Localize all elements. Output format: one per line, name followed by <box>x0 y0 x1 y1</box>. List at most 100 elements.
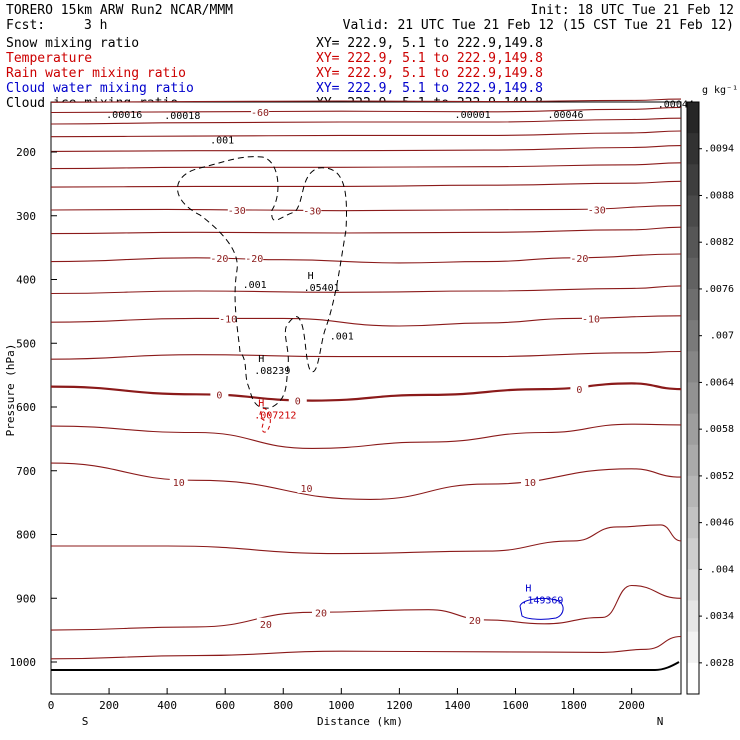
temperature-contour-line <box>50 98 682 103</box>
legend-field-name: Temperature <box>6 51 92 66</box>
high-value: .007212 <box>254 410 296 421</box>
colorbar-label: .0094 <box>704 144 734 155</box>
colorbar-swatch <box>687 320 699 352</box>
x-tick-label: 600 <box>215 699 235 712</box>
colorbar-swatch <box>687 662 699 695</box>
colorbar-swatch <box>687 538 699 570</box>
legend-field-name: Rain water mixing ratio <box>6 66 186 81</box>
temperature-contour-line <box>50 315 682 327</box>
temperature-contour-label: 0 <box>295 397 301 408</box>
temperature-label-bg <box>219 312 238 324</box>
axes: 0 200 400 600 800 1000 1200 1400 1600 1800 2000200… <box>10 146 645 712</box>
legend-field-name: Cloud water mixing ratio <box>6 81 194 96</box>
x-tick-label: 1000 <box>328 699 355 712</box>
temperature-label-bg <box>465 613 484 625</box>
colorbar-label: .0046 <box>704 518 734 529</box>
temperature-contour-line <box>50 117 682 125</box>
colorbar-swatch <box>687 413 699 446</box>
temperature-contour-label: 20 <box>315 608 327 619</box>
temperature-contour-label: -20 <box>570 254 588 265</box>
legend-field-name: Snow mixing ratio <box>6 36 139 51</box>
temperature-contour-label: 20 <box>469 616 481 627</box>
colorbar: .0094 .0088 .0082 .0076 .007 .0064 .0058 .0052.… <box>686 101 734 695</box>
temperature-contour-line <box>50 635 682 660</box>
temperature-contour-line <box>50 584 682 631</box>
y-tick-label: 300 <box>16 210 36 223</box>
cloud-water-contour <box>519 597 564 620</box>
colorbar-label: .004 <box>710 564 734 575</box>
temperature-label-bg <box>570 251 589 263</box>
temperature-contours: -60 -30 -30 -30 -20 -20 -20 -10 -10 0 0 0 10 10 10 20 20… <box>50 98 682 660</box>
x-tick-label: 1800 <box>560 699 587 712</box>
colorbar-label: .007 <box>710 331 734 342</box>
temperature-contour-line <box>50 180 682 188</box>
temperature-label-bg <box>256 617 275 629</box>
colorbar-swatch <box>687 257 699 290</box>
temperature-contour-label: -20 <box>245 254 263 265</box>
x-tick-label: 800 <box>273 699 293 712</box>
temperature-contour-line <box>50 382 682 402</box>
colorbar-swatch <box>687 631 699 664</box>
colorbar-swatch <box>687 102 699 134</box>
colorbar-swatch <box>687 288 699 321</box>
mixing-ratio-contour-label: .00001 <box>455 110 491 121</box>
contour-labels: H.05401H.08239H.007212H.149369.001.001.0… <box>106 99 694 606</box>
temperature-contour-label: -30 <box>228 206 246 217</box>
temperature-label-bg <box>521 476 540 488</box>
temperature-contour-line <box>50 205 682 212</box>
temperature-label-bg <box>587 203 606 215</box>
temperature-contour-line <box>51 524 682 555</box>
field-legend: Snow mixing ratio XY= 222.9, 5.1 to 222.9… <box>6 36 543 111</box>
mixing-ratio-contour-label: .00046 <box>547 110 583 121</box>
high-value: .05401 <box>304 283 340 294</box>
model-title: TORERO 15km ARW Run2 NCAR/MMM <box>6 3 233 18</box>
temperature-contour-line <box>50 130 682 138</box>
y-tick-label: 1000 <box>10 656 37 669</box>
y-tick-label: 900 <box>16 592 36 605</box>
legend-field-xy: XY= 222.9, 5.1 to 222.9,149.8 <box>316 81 543 96</box>
legend-field-xy: XY= 222.9, 5.1 to 222.9,149.8 <box>316 66 543 81</box>
south-end-label: S <box>82 715 89 728</box>
high-value: .149369 <box>521 595 563 606</box>
temperature-label-bg <box>227 204 246 216</box>
temperature-contour-label: -30 <box>588 205 606 216</box>
temperature-contour-line <box>50 462 682 500</box>
colorbar-swatch <box>687 382 699 415</box>
mixing-ratio-contour-label: .00018 <box>164 111 200 122</box>
colorbar-frame <box>686 101 700 695</box>
x-axis-title: Distance (km) <box>317 715 403 728</box>
snow-contour-001 <box>177 156 347 409</box>
temperature-label-bg <box>210 251 229 263</box>
temperature-contour-label: 10 <box>300 484 312 495</box>
temperature-contour-label: -10 <box>219 314 237 325</box>
temperature-contour-line <box>50 350 682 360</box>
temperature-contour-label: 0 <box>576 385 582 396</box>
x-tick-label: 1200 <box>386 699 413 712</box>
temperature-contour-label: 10 <box>173 478 185 489</box>
colorbar-swatch <box>687 569 699 602</box>
mixing-ratio-contour-label: .001 <box>210 136 234 147</box>
colorbar-label: .0088 <box>704 190 734 201</box>
temperature-contour-label: -10 <box>582 314 600 325</box>
init-time: Init: 18 UTC Tue 21 Feb 12 <box>531 3 735 18</box>
temperature-label-bg <box>251 105 270 117</box>
temperature-label-bg <box>169 476 188 488</box>
mixing-ratio-contour-label: .00016 <box>106 110 142 121</box>
x-tick-label: 400 <box>157 699 177 712</box>
colorbar-label: .0064 <box>704 377 734 388</box>
colorbar-label: .0076 <box>704 284 734 295</box>
mixing-ratio-contour-label: .001 <box>330 331 354 342</box>
colorbar-unit: g kg⁻¹ <box>702 85 738 96</box>
y-tick-label: 500 <box>16 337 36 350</box>
y-tick-label: 800 <box>16 529 36 542</box>
high-marker: H <box>308 271 314 282</box>
y-tick-label: 600 <box>16 401 36 414</box>
colorbar-label: .0082 <box>704 237 734 248</box>
temperature-label-bg <box>245 251 264 263</box>
rain-contour <box>259 408 271 433</box>
legend-field-xy: XY= 222.9, 5.1 to 222.9,149.8 <box>316 51 543 66</box>
temperature-label-bg <box>210 388 229 400</box>
x-tick-label: 1400 <box>444 699 471 712</box>
y-tick-label: 700 <box>16 465 36 478</box>
